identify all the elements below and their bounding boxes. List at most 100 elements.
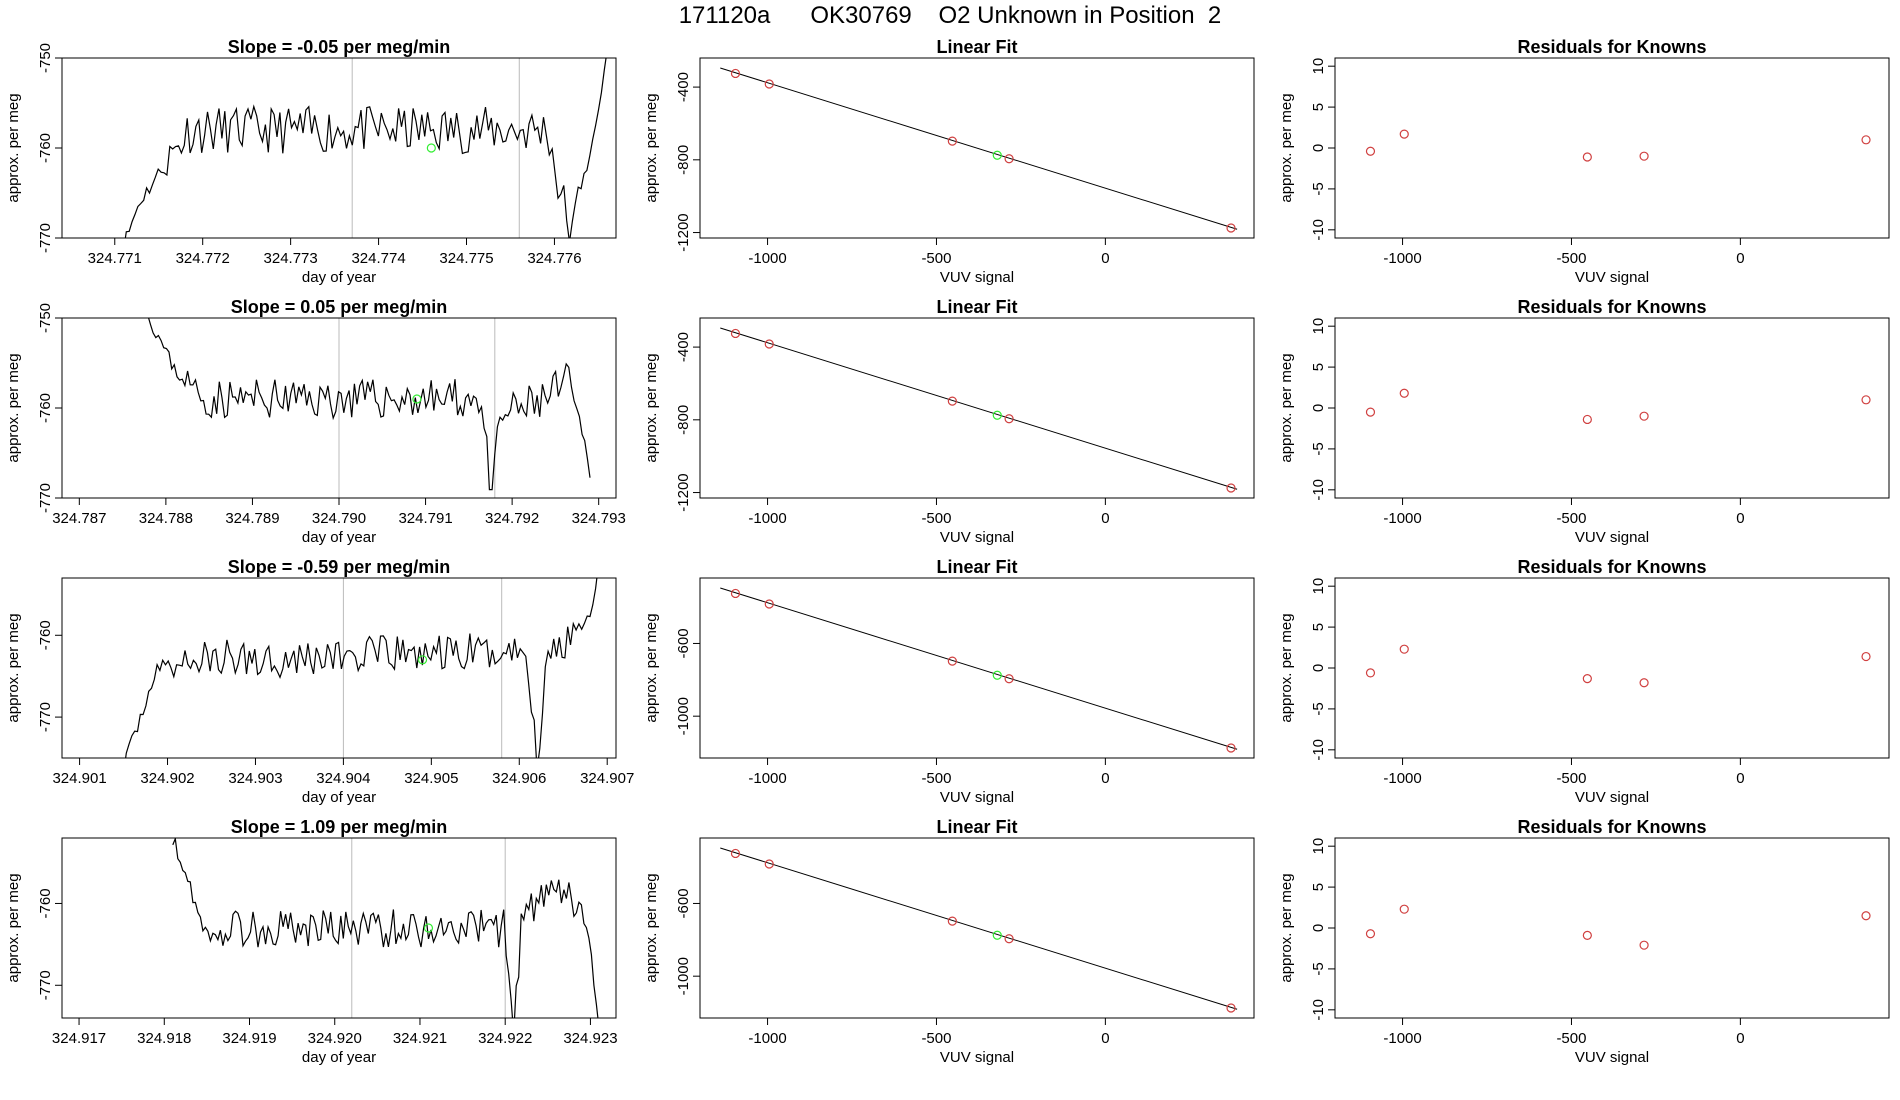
x-tick-label: 324.906 [492, 770, 546, 787]
x-tick-label: -1000 [748, 770, 786, 787]
x-tick-label: -1000 [1383, 250, 1421, 267]
y-tick-label: 5 [1310, 623, 1327, 631]
y-tick-label: 5 [1310, 883, 1327, 891]
known-point [730, 588, 741, 599]
panel-title: Slope = 0.05 per meg/min [231, 297, 448, 317]
x-axis-label: day of year [302, 1049, 376, 1066]
plot-frame [1334, 317, 1890, 499]
panel-title: Residuals for Knowns [1517, 817, 1706, 837]
x-tick-label: 324.907 [580, 770, 634, 787]
known-point [730, 68, 741, 79]
x-axis-label: VUV signal [1575, 789, 1649, 806]
y-tick-label: 0 [1310, 144, 1327, 152]
x-tick-label: 324.905 [404, 770, 458, 787]
x-tick-label: 0 [1101, 770, 1109, 787]
trace-line [124, 58, 607, 238]
x-axis-label: VUV signal [940, 1049, 1014, 1066]
x-axis-label: VUV signal [1575, 529, 1649, 546]
y-tick-label: -800 [675, 145, 692, 175]
plot-frame [61, 57, 617, 239]
x-tick-label: 0 [1736, 1030, 1744, 1047]
panel-title: Residuals for Knowns [1517, 297, 1706, 317]
known-point [1365, 146, 1376, 156]
known-point [1004, 154, 1014, 164]
x-axis-label: VUV signal [940, 529, 1014, 546]
y-axis-label: approx. per meg [1278, 353, 1295, 462]
x-tick-label: -500 [921, 770, 951, 787]
x-axis-label: VUV signal [940, 789, 1014, 806]
plot-area [1365, 388, 1871, 425]
y-tick-label: -770 [37, 970, 54, 1000]
x-tick-label: 324.917 [52, 1030, 106, 1047]
y-axis-label: approx. per meg [1278, 93, 1295, 202]
x-tick-label: 0 [1736, 770, 1744, 787]
y-tick-label: -1200 [675, 213, 692, 251]
y-tick-label: 0 [1310, 404, 1327, 412]
x-tick-label: 0 [1101, 510, 1109, 527]
y-tick-label: -600 [675, 628, 692, 658]
known-point [947, 136, 957, 146]
plot-frame [1334, 57, 1890, 239]
y-tick-label: -1000 [675, 697, 692, 735]
known-point [1365, 668, 1376, 678]
x-tick-label: -500 [921, 510, 951, 527]
y-tick-label: 10 [1310, 318, 1327, 335]
unknown-point [992, 150, 1002, 160]
x-axis-label: VUV signal [940, 269, 1014, 286]
panel-resid-3: Residuals for Knowns -1000 -500 0 -10 -5 0 5 10 V… [1278, 557, 1890, 806]
known-point [1399, 129, 1409, 139]
plot-frame [699, 57, 1255, 239]
x-tick-label: -500 [921, 250, 951, 267]
known-point [1582, 414, 1592, 425]
known-point [1399, 644, 1409, 654]
panel-title: Residuals for Knowns [1517, 37, 1706, 57]
panel-resid-1: Residuals for Knowns -1000 -500 0 -10 -5 0 5 10 V… [1278, 37, 1890, 286]
unknown-marker [423, 923, 434, 933]
x-tick-label: 324.920 [308, 1030, 362, 1047]
known-point [947, 396, 957, 406]
y-tick-label: -5 [1310, 702, 1327, 715]
x-axis-label: day of year [302, 789, 376, 806]
x-tick-label: 324.904 [316, 770, 370, 787]
x-tick-label: 324.773 [264, 250, 318, 267]
fit-line [720, 327, 1238, 490]
plot-frame [61, 837, 617, 1019]
y-axis-label: approx. per meg [5, 613, 22, 722]
unknown-marker [426, 143, 436, 153]
plot-area [720, 67, 1238, 233]
y-tick-label: -760 [37, 393, 54, 423]
plot-area [125, 578, 598, 758]
y-tick-label: -760 [37, 888, 54, 918]
known-point [1004, 674, 1014, 684]
x-tick-label: 0 [1101, 1030, 1109, 1047]
trace-line [125, 578, 598, 758]
unknown-point [992, 410, 1002, 420]
known-point [1226, 223, 1236, 233]
y-tick-label: -1200 [675, 473, 692, 511]
known-point [1861, 911, 1871, 921]
panel-resid-2: Residuals for Knowns -1000 -500 0 -10 -5 0 5 10 V… [1278, 297, 1890, 546]
y-tick-label: -10 [1310, 999, 1327, 1021]
known-point [764, 599, 774, 609]
x-tick-label: -1000 [748, 1030, 786, 1047]
known-point [764, 859, 774, 869]
y-tick-label: -400 [675, 72, 692, 102]
y-tick-label: 0 [1310, 924, 1327, 932]
plot-frame [61, 317, 617, 499]
plot-frame [699, 837, 1255, 1019]
known-point [1582, 930, 1592, 940]
x-tick-label: 324.776 [527, 250, 581, 267]
plot-frame [1334, 837, 1890, 1019]
y-axis-label: approx. per meg [1278, 613, 1295, 722]
y-tick-label: -5 [1310, 962, 1327, 975]
x-tick-label: 324.918 [137, 1030, 191, 1047]
y-axis-label: approx. per meg [643, 353, 660, 462]
plot-area [720, 327, 1238, 493]
plot-area [720, 847, 1238, 1013]
x-tick-label: -1000 [1383, 510, 1421, 527]
y-tick-label: -5 [1310, 182, 1327, 195]
x-tick-label: 324.790 [312, 510, 366, 527]
x-tick-label: 0 [1736, 250, 1744, 267]
plot-area [1365, 904, 1871, 950]
plot-area [172, 838, 599, 1018]
